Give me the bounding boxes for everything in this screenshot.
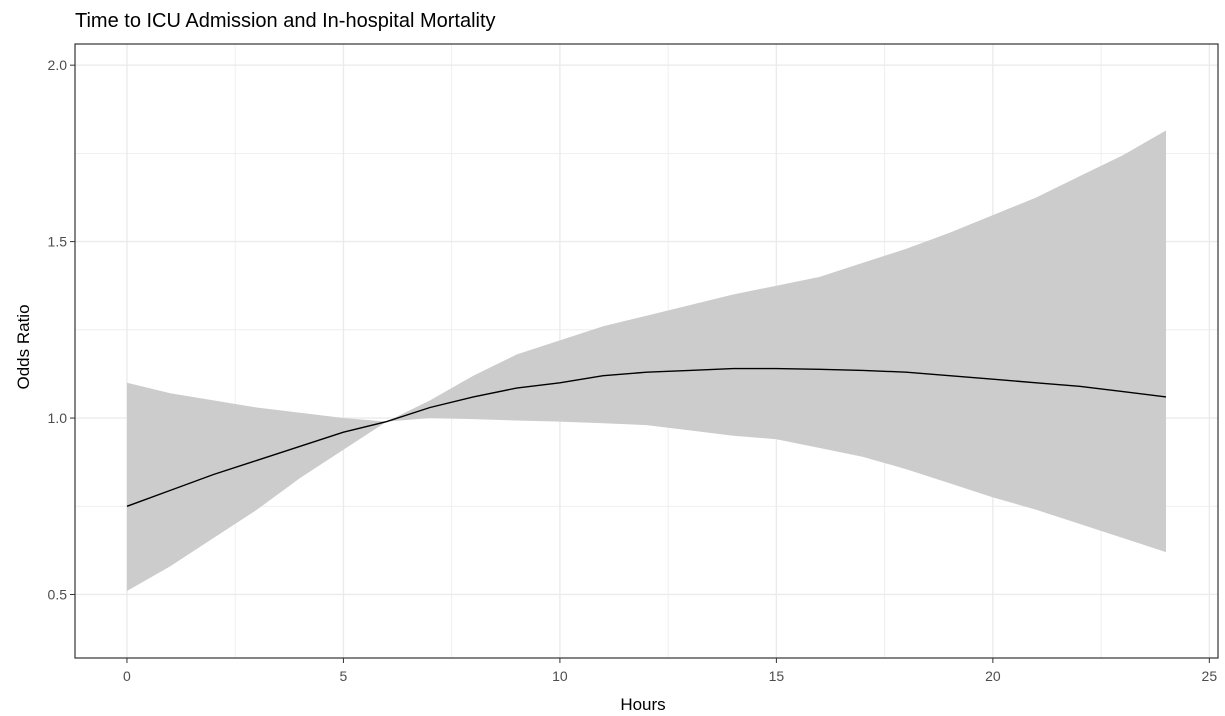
x-tick-label: 20 xyxy=(985,668,1001,684)
confidence-band-layer xyxy=(127,130,1166,591)
x-tick-label: 25 xyxy=(1202,668,1218,684)
confidence-band xyxy=(127,130,1166,591)
x-tick-label: 15 xyxy=(769,668,785,684)
y-axis-title: Odds Ratio xyxy=(14,304,33,389)
y-tick-label: 1.0 xyxy=(48,410,68,426)
x-axis-title: Hours xyxy=(620,695,665,714)
line-layer xyxy=(126,367,1167,507)
y-tick-label: 1.5 xyxy=(48,234,68,250)
x-tick-label: 10 xyxy=(552,668,568,684)
panel-border xyxy=(74,43,1219,659)
x-tick-label: 5 xyxy=(340,668,348,684)
odds-ratio-line xyxy=(126,367,1167,507)
chart-title: Time to ICU Admission and In-hospital Mo… xyxy=(75,10,496,32)
x-tick-label: 0 xyxy=(123,668,131,684)
axes: 0 5 10 15 20 25 0.5 1.0 1.5 2.0 xyxy=(48,57,1218,684)
y-tick-label: 2.0 xyxy=(48,57,68,73)
y-tick-label: 0.5 xyxy=(48,586,68,602)
